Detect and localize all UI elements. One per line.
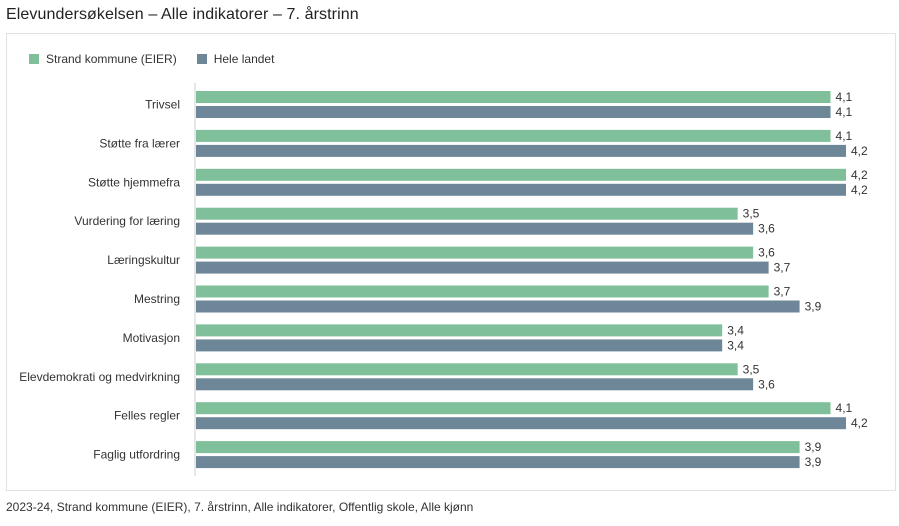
bar-series-1[interactable] [196, 168, 846, 181]
category-label: Mestring [134, 292, 180, 306]
data-label-series-2: 3,4 [727, 338, 744, 352]
bar-series-1[interactable] [196, 363, 738, 376]
data-label-series-2: 3,6 [758, 377, 775, 391]
data-label-series-2: 3,7 [774, 261, 791, 275]
data-label-series-1: 4,1 [836, 90, 853, 104]
category-label: Vurdering for læring [74, 214, 180, 228]
data-label-series-1: 3,7 [774, 285, 791, 299]
data-label-series-2: 4,2 [851, 183, 868, 197]
data-label-series-2: 3,9 [805, 455, 822, 469]
data-label-series-1: 4,1 [836, 401, 853, 415]
data-label-series-2: 3,6 [758, 222, 775, 236]
bar-series-2[interactable] [196, 144, 846, 157]
data-label-series-1: 3,6 [758, 246, 775, 260]
legend-item-series-2[interactable]: Hele landet [196, 52, 275, 66]
data-label-series-2: 4,2 [851, 144, 868, 158]
bar-series-1[interactable] [196, 285, 769, 298]
data-label-series-1: 3,4 [727, 323, 744, 337]
category-label: Trivsel [145, 98, 180, 112]
category-label: Elevdemokrati og medvirkning [19, 370, 180, 384]
data-label-series-2: 4,2 [851, 416, 868, 430]
data-label-series-1: 4,1 [836, 129, 853, 143]
legend-item-series-1[interactable]: Strand kommune (EIER) [29, 52, 177, 66]
bar-series-1[interactable] [196, 324, 723, 337]
bar-series-1[interactable] [196, 402, 831, 415]
legend-swatch-series-1 [29, 54, 39, 64]
data-label-series-2: 4,1 [836, 105, 853, 119]
bar-series-1[interactable] [196, 207, 738, 220]
legend: Strand kommune (EIER) Hele landet [29, 52, 274, 66]
category-label: Læringskultur [107, 253, 180, 267]
category-label: Støtte hjemmefra [88, 175, 180, 189]
legend-label-series-2: Hele landet [213, 52, 275, 66]
data-label-series-1: 4,2 [851, 168, 868, 182]
bar-series-2[interactable] [196, 417, 846, 430]
legend-swatch-series-2 [196, 54, 207, 64]
data-label-series-1: 3,5 [743, 207, 760, 221]
bar-series-2[interactable] [196, 261, 769, 274]
bar-series-2[interactable] [196, 456, 800, 469]
bar-series-1[interactable] [196, 441, 800, 454]
page-title: Elevundersøkelsen – Alle indikatorer – 7… [6, 6, 359, 23]
chart-card: Strand kommune (EIER) Hele landet Trivse… [6, 33, 896, 491]
bar-series-2[interactable] [196, 183, 846, 196]
data-label-series-1: 3,9 [805, 440, 822, 454]
category-label: Støtte fra lærer [99, 136, 180, 150]
bar-series-1[interactable] [196, 246, 754, 259]
bar-series-2[interactable] [196, 300, 800, 313]
data-label-series-2: 3,9 [805, 300, 822, 314]
bar-series-1[interactable] [196, 129, 831, 142]
bar-series-1[interactable] [196, 91, 831, 103]
category-label: Felles regler [114, 409, 180, 423]
category-label: Faglig utfordring [93, 448, 180, 462]
bar-series-2[interactable] [196, 378, 754, 391]
bar-series-2[interactable] [196, 339, 723, 352]
category-label: Motivasjon [123, 331, 180, 345]
bar-series-2[interactable] [196, 106, 831, 118]
bar-series-2[interactable] [196, 222, 754, 235]
legend-label-series-1: Strand kommune (EIER) [46, 52, 177, 66]
data-label-series-1: 3,5 [743, 362, 760, 376]
chart-caption: 2023-24, Strand kommune (EIER), 7. årstr… [6, 500, 474, 514]
